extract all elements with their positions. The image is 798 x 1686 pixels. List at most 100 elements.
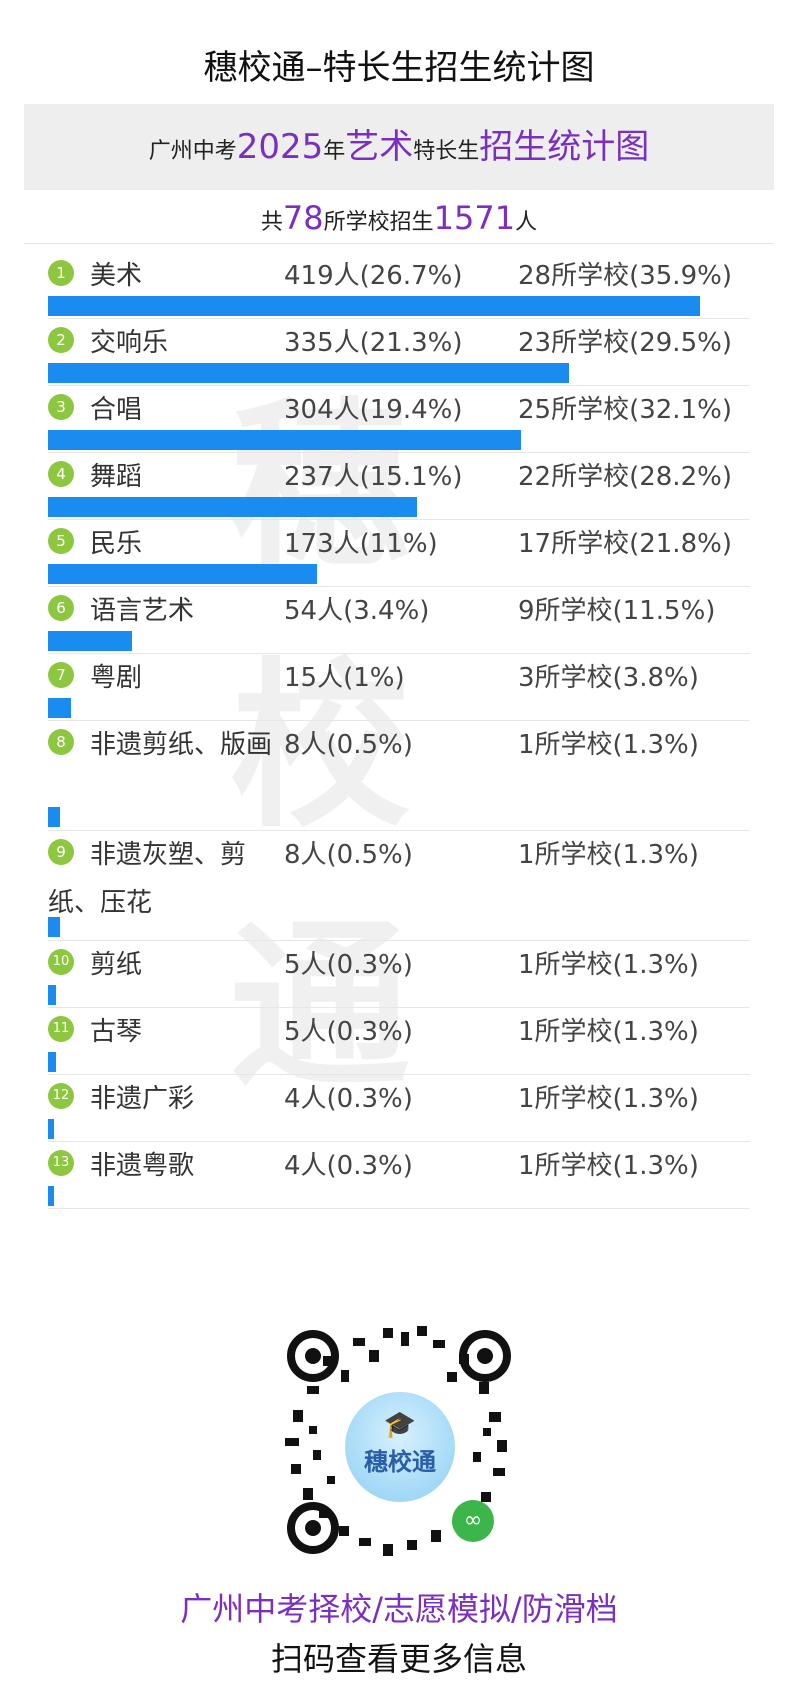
rank-badge: 9 — [48, 839, 74, 865]
promo-text: 广州中考择校/志愿模拟/防滑档 — [180, 1590, 618, 1628]
students-label: 4人(0.3%) — [284, 1151, 413, 1181]
category-label: 美术 — [90, 261, 143, 291]
banner-middle: 特长生 — [413, 139, 480, 164]
bar-8 — [48, 807, 60, 827]
summary-students: 1571 — [433, 199, 516, 237]
chart-row-4: 舞蹈 4 237人(15.1%) 22所学校(28.2%) — [48, 453, 750, 520]
summary-divider — [24, 243, 774, 244]
chart-row-1: 美术 1 419人(26.7%) 28所学校(35.9%) — [48, 252, 750, 319]
row-divider — [48, 940, 750, 941]
row-divider — [48, 318, 750, 319]
chart-row-13: 非遗粤歌 13 4人(0.3%) 1所学校(1.3%) — [48, 1142, 750, 1209]
students-label: 54人(3.4%) — [284, 596, 430, 626]
bar-13 — [48, 1186, 54, 1206]
chart-row-2: 交响乐 2 335人(21.3%) 23所学校(29.5%) — [48, 319, 750, 386]
schools-label: 1所学校(1.3%) — [518, 1084, 699, 1114]
chart-row-8: 非遗剪纸、版画 8 8人(0.5%) 1所学校(1.3%) — [48, 721, 750, 831]
row-divider — [48, 720, 750, 721]
row-divider — [48, 1141, 750, 1142]
rank-badge: 1 — [48, 260, 74, 286]
qr-logo-text: 穗校通 — [364, 1448, 436, 1476]
category-label: 交响乐 — [90, 328, 169, 358]
students-label: 15人(1%) — [284, 663, 405, 693]
rank-badge: 2 — [48, 327, 74, 353]
bar-10 — [48, 985, 56, 1005]
chart-row-3: 合唱 3 304人(19.4%) 25所学校(32.1%) — [48, 386, 750, 453]
category-label: 非遗剪纸、版画 — [90, 730, 273, 760]
category-label: 合唱 — [90, 395, 143, 425]
row-divider — [48, 1007, 750, 1008]
row-divider — [48, 1208, 750, 1209]
banner-prefix: 广州中考 — [148, 139, 237, 164]
row-divider — [48, 1074, 750, 1075]
bar-12 — [48, 1119, 54, 1139]
chart-row-12: 非遗广彩 12 4人(0.3%) 1所学校(1.3%) — [48, 1075, 750, 1142]
students-label: 4人(0.3%) — [284, 1084, 413, 1114]
schools-label: 1所学校(1.3%) — [518, 840, 699, 870]
page-title: 穗校通–特长生招生统计图 — [203, 48, 595, 88]
schools-label: 9所学校(11.5%) — [518, 596, 716, 626]
category-label: 民乐 — [90, 529, 143, 559]
category-label: 语言艺术 — [90, 596, 195, 626]
banner-year: 2025 — [236, 127, 324, 167]
bar-4 — [48, 497, 417, 517]
schools-label: 3所学校(3.8%) — [518, 663, 699, 693]
banner-suffix: 招生统计图 — [479, 127, 650, 167]
rank-badge: 8 — [48, 729, 74, 755]
rank-badge: 3 — [48, 394, 74, 420]
bar-7 — [48, 698, 71, 718]
mini-program-icon: ∞ — [452, 1500, 494, 1542]
schools-label: 1所学校(1.3%) — [518, 1017, 699, 1047]
category-label: 非遗灰塑、剪纸、压花 — [48, 840, 247, 918]
chart-row-10: 剪纸 10 5人(0.3%) 1所学校(1.3%) — [48, 941, 750, 1008]
rank-badge: 12 — [48, 1083, 74, 1109]
rank-badge: 7 — [48, 662, 74, 688]
row-divider — [48, 653, 750, 654]
rank-badge: 13 — [48, 1150, 74, 1176]
rank-badge: 10 — [48, 949, 74, 975]
category-label: 剪纸 — [90, 950, 143, 980]
schools-label: 22所学校(28.2%) — [518, 462, 732, 492]
row-divider — [48, 452, 750, 453]
row-divider — [48, 830, 750, 831]
chart-row-11: 古琴 11 5人(0.3%) 1所学校(1.3%) — [48, 1008, 750, 1075]
bar-3 — [48, 430, 521, 450]
students-label: 5人(0.3%) — [284, 1017, 413, 1047]
students-label: 8人(0.5%) — [284, 730, 413, 760]
banner-category: 艺术 — [345, 127, 414, 167]
bar-2 — [48, 363, 569, 383]
bar-5 — [48, 564, 317, 584]
schools-label: 17所学校(21.8%) — [518, 529, 732, 559]
summary-middle: 所学校招生 — [323, 210, 434, 235]
students-label: 419人(26.7%) — [284, 261, 463, 291]
students-label: 304人(19.4%) — [284, 395, 463, 425]
chart-row-5: 民乐 5 173人(11%) 17所学校(21.8%) — [48, 520, 750, 587]
students-label: 173人(11%) — [284, 529, 438, 559]
category-label: 舞蹈 — [90, 462, 143, 492]
row-divider — [48, 385, 750, 386]
scan-hint: 扫码查看更多信息 — [270, 1640, 527, 1678]
schools-label: 1所学校(1.3%) — [518, 730, 699, 760]
category-label: 非遗广彩 — [90, 1084, 195, 1114]
bar-6 — [48, 631, 132, 651]
chart-title-banner: 广州中考2025年艺术特长生招生统计图 — [24, 104, 774, 190]
row-divider — [48, 586, 750, 587]
rank-badge: 6 — [48, 595, 74, 621]
rank-badge: 11 — [48, 1016, 74, 1042]
banner-year-suffix: 年 — [323, 139, 346, 164]
summary-schools: 78 — [282, 199, 324, 237]
summary-line: 共78所学校招生1571人 — [0, 196, 798, 245]
bar-9 — [48, 917, 60, 937]
chart-row-7: 粤剧 7 15人(1%) 3所学校(3.8%) — [48, 654, 750, 721]
schools-label: 23所学校(29.5%) — [518, 328, 732, 358]
bar-11 — [48, 1052, 56, 1072]
students-label: 237人(15.1%) — [284, 462, 463, 492]
rank-badge: 5 — [48, 528, 74, 554]
students-label: 8人(0.5%) — [284, 840, 413, 870]
row-divider — [48, 519, 750, 520]
category-label: 非遗粤歌 — [90, 1151, 195, 1181]
summary-suffix: 人 — [515, 210, 538, 235]
rank-badge: 4 — [48, 461, 74, 487]
qr-logo: 🎓 穗校通 — [345, 1392, 455, 1502]
